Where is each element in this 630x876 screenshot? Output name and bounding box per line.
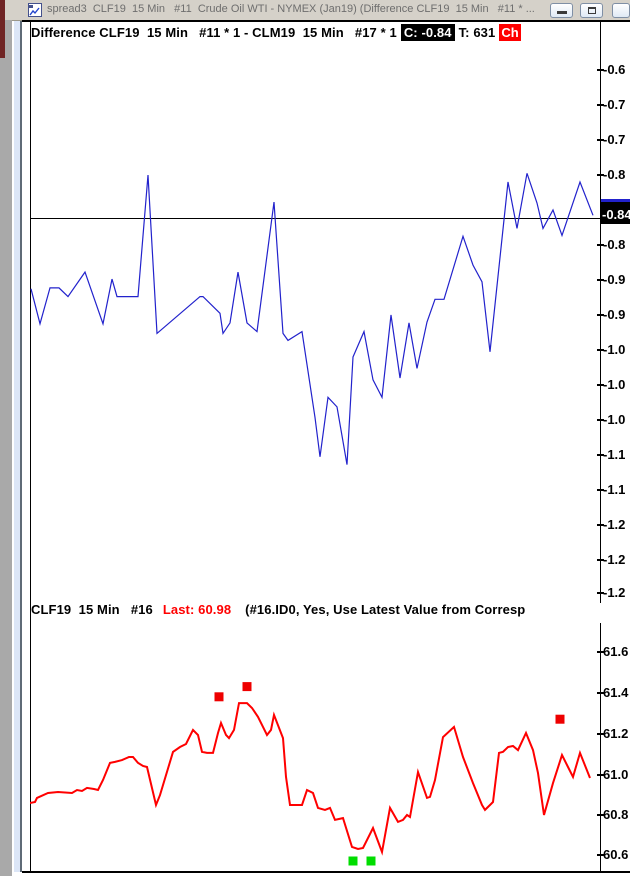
price-panel-header: CLF19 15 Min #16 Last: 60.98 (#16.ID0, Y… (31, 600, 600, 618)
chart-left-border (30, 21, 31, 871)
chart-window-icon-glyph (29, 5, 40, 16)
axis-label: -0.7 (603, 132, 626, 147)
axis-border-panel2 (600, 623, 601, 871)
axis-tick (597, 733, 604, 735)
last-value-label: Last: 60.98 (162, 601, 232, 617)
spread-header-text: Difference CLF19 15 Min #11 * 1 - CLM19 … (31, 24, 397, 40)
clf19-price-line (30, 702, 591, 856)
left-accent-strip (0, 0, 5, 58)
axis-label: -0.9 (603, 307, 626, 322)
axis-label: 60.8 (603, 807, 629, 822)
axis-label: -0.8 (603, 237, 626, 252)
sell-signal-marker (555, 714, 565, 724)
left-gutter (0, 20, 12, 876)
axis-tick (597, 489, 604, 491)
window-title: spread3 CLF19 15 Min #11 Crude Oil WTI -… (47, 3, 535, 15)
axis-tick (597, 314, 604, 316)
spread-panel-header: Difference CLF19 15 Min #11 * 1 - CLM19 … (31, 23, 600, 41)
axis-label: -1.1 (603, 482, 626, 497)
buy-signal-marker (348, 856, 358, 866)
chart-bottom-border (22, 871, 630, 873)
minimize-button[interactable] (550, 3, 573, 18)
price-header-symbol: CLF19 15 Min #16 (31, 601, 153, 617)
axis-label: 61.4 (603, 685, 629, 700)
axis-tick (597, 104, 604, 106)
axis-tick (597, 814, 604, 816)
spread-chart-area[interactable] (30, 21, 600, 597)
last-price-axis-badge: -0.84 (601, 199, 630, 224)
chart-top-border (22, 20, 630, 22)
axis-tick (597, 524, 604, 526)
axis-tick (597, 419, 604, 421)
axis-tick (597, 279, 604, 281)
close-value-badge: C: -0.84 (400, 23, 455, 41)
chart-window-icon[interactable] (28, 3, 42, 17)
spread-difference-line (30, 173, 594, 465)
axis-label: -1.0 (603, 377, 626, 392)
axis-label: 61.0 (603, 767, 629, 782)
axis-tick (597, 454, 604, 456)
axis-label: -0.7 (603, 97, 626, 112)
buy-signal-marker (366, 856, 376, 866)
axis-label: -1.0 (603, 342, 626, 357)
axis-tick (597, 69, 604, 71)
axis-label: -0.6 (603, 62, 626, 77)
trade-count-label: T: 631 (458, 24, 496, 40)
axis-tick (597, 174, 604, 176)
axis-tick (597, 349, 604, 351)
axis-tick (597, 559, 604, 561)
restore-button[interactable] (580, 3, 603, 18)
sell-signal-marker (214, 692, 224, 702)
axis-label: 61.2 (603, 726, 629, 741)
axis-label: -1.2 (603, 585, 626, 597)
axis-label: 60.6 (603, 847, 629, 862)
left-divider (12, 21, 14, 872)
spread-price-axis[interactable]: -0.6 -0.7 -0.7 -0.8 -0.8 -0.9 -0.9 -1.0 -1.0 -1.0… (595, 21, 630, 597)
axis-label: 61.6 (603, 644, 629, 659)
sell-signal-marker (242, 682, 252, 692)
close-button-partial[interactable] (612, 3, 630, 18)
axis-tick (597, 244, 604, 246)
axis-border-panel1 (600, 21, 601, 603)
change-badge: Ch (499, 23, 521, 41)
axis-tick (597, 592, 604, 594)
restore-icon (588, 7, 596, 14)
price-axis[interactable]: 61.6 61.4 61.2 61.0 60.8 60.6 (595, 617, 630, 871)
axis-label: -0.8 (603, 167, 626, 182)
minimize-icon (557, 11, 567, 14)
axis-tick (597, 139, 604, 141)
price-chart-area[interactable] (30, 617, 600, 872)
axis-tick (597, 774, 604, 776)
left-scroll-strip[interactable] (14, 21, 20, 872)
axis-tick (597, 651, 604, 653)
axis-tick (597, 692, 604, 694)
window-titlebar[interactable]: spread3 CLF19 15 Min #11 Crude Oil WTI -… (0, 0, 630, 21)
axis-tick (597, 854, 604, 856)
last-price-line (30, 218, 600, 219)
axis-label: -1.2 (603, 552, 626, 567)
left-frame-edge (20, 21, 22, 872)
axis-label: -0.9 (603, 272, 626, 287)
axis-tick (597, 384, 604, 386)
axis-label: -1.1 (603, 447, 626, 462)
axis-label: -1.2 (603, 517, 626, 532)
study-note-label: (#16.ID0, Yes, Use Latest Value from Cor… (245, 601, 526, 617)
axis-label: -1.0 (603, 412, 626, 427)
